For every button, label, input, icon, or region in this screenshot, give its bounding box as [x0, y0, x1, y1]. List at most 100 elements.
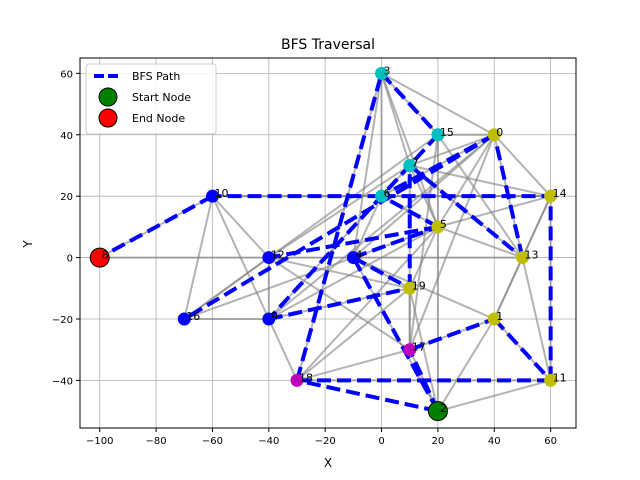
node-marker — [290, 373, 304, 387]
node-label: 10 — [214, 187, 228, 200]
graph-edge — [381, 72, 495, 136]
node-label: 17 — [412, 341, 426, 354]
node-marker — [403, 158, 417, 172]
node-label: 12 — [271, 249, 285, 262]
bfs-path-segment — [352, 224, 439, 260]
bfs-path-segment — [409, 317, 495, 352]
legend: BFS Path Start Node End Node — [85, 63, 217, 135]
node-marker — [403, 281, 417, 295]
x-tick-label: −60 — [202, 436, 223, 447]
x-tick-label: −80 — [146, 436, 167, 447]
y-axis-label: Y — [21, 240, 35, 249]
y-tick-label: 20 — [60, 192, 73, 203]
graph-edge — [437, 134, 496, 228]
bfs-path-segment — [183, 133, 496, 321]
legend-entry-label: BFS Path — [132, 70, 180, 83]
graph-edge — [437, 195, 551, 228]
x-tick-label: −100 — [86, 436, 113, 447]
node-label: 11 — [553, 371, 567, 384]
node-label: 2 — [440, 402, 447, 415]
legend-entry-label: Start Node — [132, 91, 191, 104]
bfs-path-segment — [268, 224, 439, 260]
graph-edge — [211, 195, 270, 259]
node-marker — [346, 251, 360, 265]
node-label: 0 — [496, 126, 503, 139]
x-tick-label: 20 — [432, 436, 445, 447]
node-label: 16 — [186, 310, 200, 323]
bfs-path-segment — [352, 255, 411, 291]
graph-edge — [409, 133, 495, 167]
bfs-path-segment — [295, 72, 384, 381]
x-tick-label: −40 — [258, 436, 279, 447]
graph-edge — [493, 134, 552, 197]
graph-edge — [408, 226, 439, 289]
x-axis-label: X — [324, 456, 332, 470]
node-marker — [262, 251, 276, 265]
graph-edge — [437, 225, 523, 259]
node-label: 19 — [412, 279, 426, 292]
graph-edge — [183, 256, 354, 320]
bfs-path-segment — [296, 378, 439, 414]
node-label: 7 — [412, 156, 419, 169]
node-label: 14 — [553, 187, 567, 200]
bfs-path-segment — [492, 317, 553, 382]
graph-nodes — [89, 66, 558, 422]
node-marker — [177, 312, 191, 326]
node-label: 8 — [102, 249, 109, 262]
node-marker — [375, 66, 389, 80]
y-tick-label: 40 — [60, 131, 73, 142]
x-tick-label: −20 — [315, 436, 336, 447]
y-tick-label: −20 — [52, 315, 73, 326]
bfs-path-segment — [268, 286, 411, 321]
graph-edge — [267, 318, 298, 381]
node-label: 13 — [524, 249, 538, 262]
graph-edge — [296, 348, 410, 382]
graph-edge — [437, 379, 551, 413]
node-label: 5 — [440, 218, 447, 231]
graph-edge — [521, 257, 552, 381]
y-tick-label: −40 — [52, 376, 73, 387]
graph-edge — [268, 133, 495, 320]
start-node-marker — [427, 401, 448, 422]
node-label: 1 — [496, 310, 503, 323]
y-tick-label: 0 — [67, 254, 73, 265]
node-label: 18 — [299, 371, 313, 384]
node-marker — [487, 128, 501, 142]
node-marker — [403, 343, 417, 357]
graph-edge — [268, 164, 411, 259]
plot-frame — [79, 57, 577, 429]
bfs-path-segment — [351, 256, 440, 413]
y-tick-label: 60 — [60, 69, 73, 80]
graph-edge — [437, 318, 496, 412]
bfs-path-segment — [408, 163, 524, 260]
graph-edge — [408, 134, 496, 351]
graph-edge — [352, 73, 383, 258]
node-marker — [515, 251, 529, 265]
bfs-path-segment — [380, 133, 496, 198]
node-marker — [205, 189, 219, 203]
node-marker — [544, 373, 558, 387]
x-tick-label: 40 — [488, 436, 501, 447]
node-label: 6 — [384, 187, 391, 200]
graph-edge — [296, 226, 439, 382]
legend-marker-swatch — [98, 108, 118, 128]
bfs-path-segment — [380, 194, 439, 229]
node-label: 4 — [355, 249, 362, 262]
graph-edge — [352, 195, 383, 259]
node-label: 15 — [440, 126, 454, 139]
node-marker — [262, 312, 276, 326]
node-marker — [431, 128, 445, 142]
x-tick-label: 0 — [378, 436, 384, 447]
legend-entry-label: End Node — [132, 112, 185, 125]
legend-marker-swatch — [98, 87, 118, 107]
node-label: 9 — [271, 310, 278, 323]
node-marker — [487, 312, 501, 326]
x-tick-label: 60 — [544, 436, 557, 447]
node-marker — [431, 220, 445, 234]
node-label: 3 — [384, 64, 391, 77]
bfs-path-segment — [380, 72, 440, 137]
